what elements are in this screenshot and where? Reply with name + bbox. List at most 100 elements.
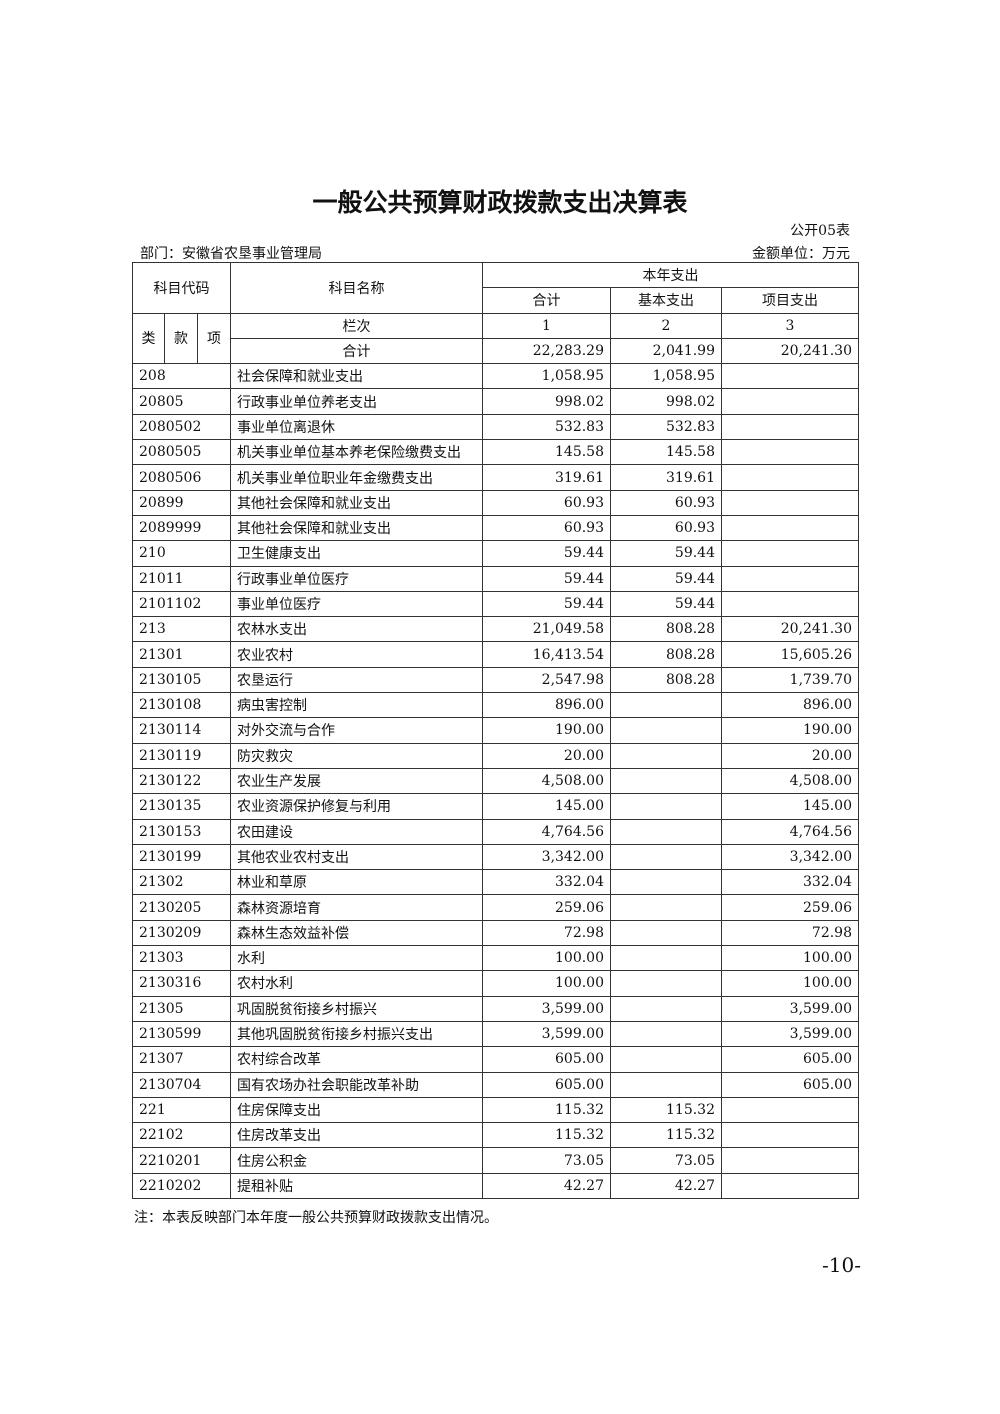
- cell-code: 21305: [132, 995, 231, 1022]
- cell-code: 22102: [132, 1122, 231, 1149]
- header-xiang: 项: [197, 312, 231, 365]
- cell-project: 605.00: [721, 1046, 859, 1073]
- cell-name: 其他农业农村支出: [230, 843, 483, 871]
- cell-basic: [610, 970, 722, 997]
- cell-name: 事业单位离退休: [230, 413, 483, 441]
- cell-total: 145.58: [482, 439, 611, 466]
- table-row: 2130119 防灾救灾 20.00 20.00: [132, 742, 859, 769]
- sum-total: 22,283.29: [482, 337, 611, 365]
- cell-total: 59.44: [482, 565, 611, 592]
- cell-total: 59.44: [482, 590, 611, 618]
- table-row: 210 卫生健康支出 59.44 59.44: [132, 540, 859, 567]
- cell-project: 4,508.00: [721, 767, 859, 795]
- form-number: 公开05表: [790, 223, 850, 239]
- table-row: 21301 农业农村 16,413.54 808.28 15,605.26: [132, 641, 859, 668]
- table-row: 2130122 农业生产发展 4,508.00 4,508.00: [132, 767, 859, 795]
- cell-name: 卫生健康支出: [230, 540, 483, 567]
- cell-name: 农垦运行: [230, 666, 483, 694]
- cell-total: 1,058.95: [482, 363, 611, 390]
- cell-code: 21302: [132, 869, 231, 896]
- cell-basic: 808.28: [610, 616, 722, 643]
- cell-code: 2130135: [132, 793, 231, 820]
- cell-code: 2080506: [132, 464, 231, 491]
- cell-name: 农村水利: [230, 970, 483, 997]
- cell-project: 3,599.00: [721, 1020, 859, 1048]
- cell-basic: [610, 995, 722, 1022]
- header-project: 项目支出: [721, 287, 859, 314]
- cell-name: 其他巩固脱贫衔接乡村振兴支出: [230, 1020, 483, 1048]
- header-group: 本年支出: [482, 261, 859, 289]
- cell-total: 998.02: [482, 388, 611, 415]
- cell-basic: [610, 767, 722, 795]
- cell-basic: 59.44: [610, 565, 722, 592]
- cell-code: 210: [132, 540, 231, 567]
- cell-name: 水利: [230, 945, 483, 972]
- cell-basic: 60.93: [610, 514, 722, 542]
- cell-code: 2080505: [132, 439, 231, 466]
- cell-total: 100.00: [482, 945, 611, 972]
- cell-total: 59.44: [482, 540, 611, 567]
- cell-project: [721, 565, 859, 592]
- cell-code: 2089999: [132, 514, 231, 542]
- page-number: -10-: [822, 1253, 861, 1277]
- cell-name: 农林水支出: [230, 616, 483, 643]
- cell-code: 208: [132, 363, 231, 390]
- cell-code: 2130153: [132, 818, 231, 845]
- cell-name: 农业农村: [230, 641, 483, 668]
- cell-code: 213: [132, 616, 231, 643]
- cell-name: 林业和草原: [230, 869, 483, 896]
- cell-project: [721, 388, 859, 415]
- cell-project: 100.00: [721, 970, 859, 997]
- cell-total: 896.00: [482, 692, 611, 719]
- cell-basic: [610, 692, 722, 719]
- cell-basic: [610, 945, 722, 972]
- cell-name: 对外交流与合作: [230, 717, 483, 744]
- cell-total: 16,413.54: [482, 641, 611, 668]
- cell-code: 2130122: [132, 767, 231, 795]
- cell-project: 332.04: [721, 869, 859, 896]
- table-row: 2210201 住房公积金 73.05 73.05: [132, 1147, 859, 1174]
- table-row: 21011 行政事业单位医疗 59.44 59.44: [132, 565, 859, 592]
- cell-code: 2130704: [132, 1071, 231, 1098]
- cell-name: 社会保障和就业支出: [230, 363, 483, 390]
- cell-basic: 42.27: [610, 1172, 722, 1199]
- column-index-label: 栏次: [230, 312, 483, 339]
- cell-basic: [610, 793, 722, 820]
- cell-code: 2210202: [132, 1172, 231, 1199]
- cell-total: 73.05: [482, 1147, 611, 1174]
- cell-total: 532.83: [482, 413, 611, 441]
- cell-project: 4,764.56: [721, 818, 859, 845]
- cell-project: 605.00: [721, 1071, 859, 1098]
- cell-code: 21303: [132, 945, 231, 972]
- table-row: 2130599 其他巩固脱贫衔接乡村振兴支出 3,599.00 3,599.00: [132, 1020, 859, 1048]
- cell-name: 提租补贴: [230, 1172, 483, 1199]
- cell-project: [721, 1122, 859, 1149]
- column-index: 3: [721, 312, 859, 339]
- cell-total: 3,599.00: [482, 995, 611, 1022]
- cell-code: 20899: [132, 489, 231, 516]
- cell-name: 行政事业单位养老支出: [230, 388, 483, 415]
- table-row: 208 社会保障和就业支出 1,058.95 1,058.95: [132, 363, 859, 390]
- cell-basic: 59.44: [610, 540, 722, 567]
- table-row: 2130704 国有农场办社会职能改革补助 605.00 605.00: [132, 1071, 859, 1098]
- cell-project: 1,739.70: [721, 666, 859, 694]
- sum-basic: 2,041.99: [610, 337, 722, 365]
- table-row: 22102 住房改革支出 115.32 115.32: [132, 1122, 859, 1149]
- cell-code: 2080502: [132, 413, 231, 441]
- table-row: 2080505 机关事业单位基本养老保险缴费支出 145.58 145.58: [132, 439, 859, 466]
- cell-total: 3,599.00: [482, 1020, 611, 1048]
- cell-basic: [610, 869, 722, 896]
- cell-total: 4,764.56: [482, 818, 611, 845]
- cell-name: 国有农场办社会职能改革补助: [230, 1071, 483, 1098]
- table-note: 注：本表反映部门本年度一般公共预算财政拨款支出情况。: [134, 1210, 498, 1226]
- table-row: 213 农林水支出 21,049.58 808.28 20,241.30: [132, 616, 859, 643]
- amount-unit: 金额单位：万元: [752, 246, 850, 262]
- cell-code: 2130599: [132, 1020, 231, 1048]
- table-row: 21302 林业和草原 332.04 332.04: [132, 869, 859, 896]
- table-row: 2130114 对外交流与合作 190.00 190.00: [132, 717, 859, 744]
- cell-code: 2130114: [132, 717, 231, 744]
- table-row: 2130105 农垦运行 2,547.98 808.28 1,739.70: [132, 666, 859, 694]
- cell-project: 20,241.30: [721, 616, 859, 643]
- cell-project: [721, 1147, 859, 1174]
